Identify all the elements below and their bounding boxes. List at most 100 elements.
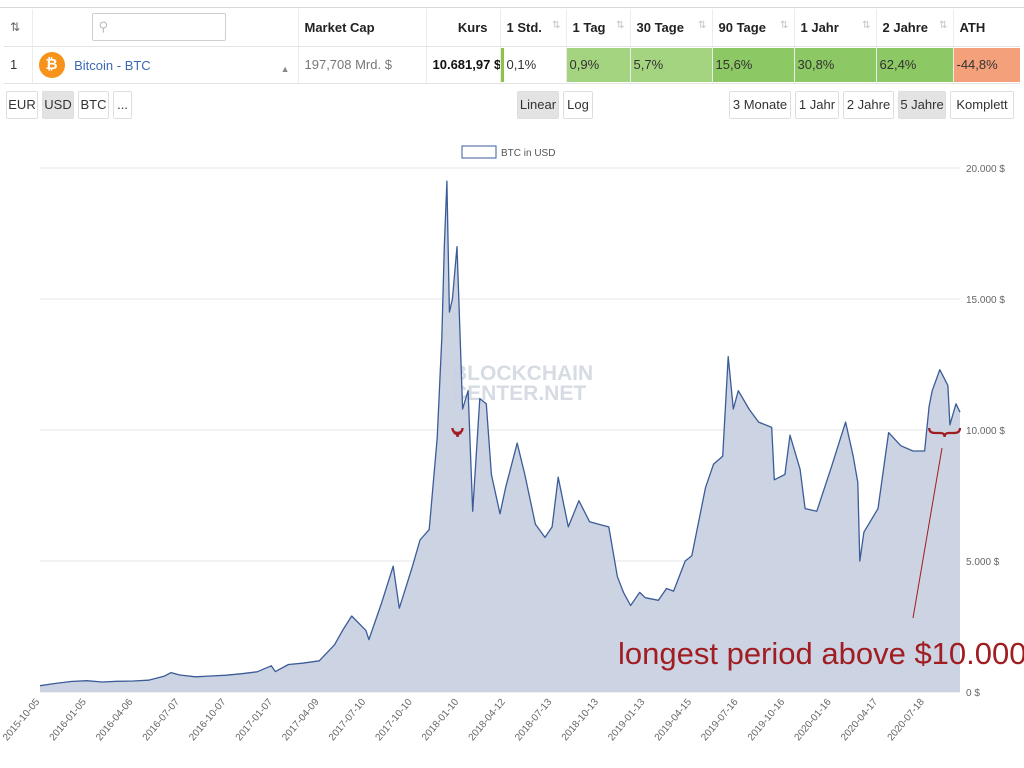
currency-more-button[interactable]: ... <box>113 91 132 119</box>
x-tick-label: 2020-07-18 <box>886 697 928 744</box>
std1-header[interactable]: 1 Std. ⇅ <box>499 9 566 47</box>
top-border <box>0 0 1024 8</box>
search-input[interactable]: ⚲ <box>91 13 226 42</box>
sort-arrows-icon[interactable]: ⇅ <box>10 20 21 34</box>
y-tick-label: 10.000 $ <box>966 426 1005 437</box>
jahre2-header[interactable]: 2 Jahre ⇅ <box>875 9 953 47</box>
jahr1-header-label: 1 Jahr <box>800 19 839 35</box>
currency-usd-button[interactable]: USD <box>42 91 74 119</box>
table-row[interactable]: 1 ₿ Bitcoin - BTC ▲ 197,708 Mrd. $ 10.68… <box>4 46 1020 84</box>
legend-label: BTC in USD <box>501 148 555 159</box>
tag1-value: 0,9% <box>567 47 630 82</box>
x-axis-ticks: 2015-10-05 2016-01-05 2016-04-06 2016-07-07… <box>1 697 927 744</box>
tag1-cell: 0,9% <box>565 46 630 84</box>
sort-arrows-icon[interactable]: ⇅ <box>698 20 707 31</box>
coin-cell[interactable]: ₿ Bitcoin - BTC ▲ <box>31 46 298 84</box>
range-3-monate-button[interactable]: 3 Monate <box>729 91 791 119</box>
sort-arrows-icon[interactable]: ⇅ <box>862 20 871 31</box>
std1-header-label: 1 Std. <box>506 19 542 35</box>
bitcoin-icon: ₿ <box>38 51 65 78</box>
chart-legend[interactable]: BTC in USD <box>461 145 555 159</box>
market-cap-header[interactable]: Market Cap <box>297 9 426 47</box>
watermark: BLOCKCHAIN CENTER.NET <box>452 362 593 405</box>
x-tick-label: 2016-10-07 <box>187 697 229 744</box>
market-cap-header-label: Market Cap <box>304 19 375 35</box>
x-tick-label: 2019-07-16 <box>699 697 741 744</box>
rank-cell: 1 <box>4 46 32 84</box>
kurs-header[interactable]: Kurs <box>425 9 500 47</box>
rank-header[interactable]: ⇅ <box>4 9 32 47</box>
coin-name-link[interactable]: Bitcoin - BTC <box>74 57 151 73</box>
annotation-arrow <box>912 447 943 619</box>
range-komplett-button[interactable]: Komplett <box>950 91 1014 119</box>
x-tick-label: 2016-04-06 <box>94 697 136 744</box>
sort-arrows-icon[interactable]: ⇅ <box>780 20 789 31</box>
x-tick-label: 2020-04-17 <box>839 697 881 744</box>
tag1-header[interactable]: 1 Tag ⇅ <box>565 9 630 47</box>
range-2-jahre-button[interactable]: 2 Jahre <box>843 91 894 119</box>
scale-log-button[interactable]: Log <box>563 91 593 119</box>
y-tick-label: 5.000 $ <box>966 557 1000 568</box>
search-icon: ⚲ <box>98 19 109 35</box>
x-tick-label: 2018-07-13 <box>513 697 555 744</box>
x-tick-label: 2015-10-05 <box>1 697 43 744</box>
kurs-cell: 10.681,97 $ <box>425 46 500 84</box>
series-line <box>39 180 961 687</box>
x-tick-label: 2018-01-10 <box>420 697 462 744</box>
y-tick-label: 0 $ <box>966 688 980 699</box>
currency-btc-button[interactable]: BTC <box>78 91 109 119</box>
y-tick-label: 15.000 $ <box>966 295 1005 306</box>
x-tick-label: 2019-01-13 <box>606 697 648 744</box>
x-tick-label: 2016-07-07 <box>141 697 183 744</box>
legend-swatch <box>461 145 497 159</box>
tage90-cell: 15,6% <box>711 46 794 84</box>
highlight-brackets <box>451 427 962 438</box>
x-tick-label: 2019-10-16 <box>746 697 788 744</box>
jahre2-value: 62,4% <box>877 47 953 82</box>
y-tick-label: 20.000 $ <box>966 164 1005 175</box>
tage30-header[interactable]: 30 Tage ⇅ <box>629 9 712 47</box>
highlight-bracket <box>928 427 962 438</box>
ath-value: -44,8% <box>954 47 1020 82</box>
x-tick-label: 2017-10-10 <box>373 697 415 744</box>
market-cap-cell: 197,708 Mrd. $ <box>297 46 426 84</box>
search-header: ⚲ <box>31 9 298 47</box>
jahr1-value: 30,8% <box>795 47 876 82</box>
sort-arrows-icon[interactable]: ⇅ <box>616 20 625 31</box>
tage90-value: 15,6% <box>713 47 794 82</box>
range-1-jahr-button[interactable]: 1 Jahr <box>795 91 839 119</box>
sort-arrows-icon[interactable]: ⇅ <box>552 20 561 31</box>
tage30-cell: 5,7% <box>629 46 712 84</box>
kurs-header-label: Kurs <box>457 19 488 35</box>
scale-linear-button[interactable]: Linear <box>517 91 559 119</box>
x-tick-label: 2017-01-07 <box>234 697 276 744</box>
sort-arrows-icon[interactable]: ⇅ <box>939 20 948 31</box>
currency-eur-button[interactable]: EUR <box>6 91 38 119</box>
highlight-bracket <box>451 427 464 438</box>
watermark-line-2: CENTER.NET <box>452 382 586 405</box>
caret-up-icon: ▲ <box>280 63 290 74</box>
x-tick-label: 2017-04-09 <box>280 697 322 744</box>
ath-cell: -44,8% <box>952 46 1020 84</box>
coin-table: ⇅ ⚲ Market Cap Kurs 1 Std. ⇅ 1 Tag ⇅ 30 Ta… <box>4 9 1020 84</box>
tage90-header[interactable]: 90 Tage ⇅ <box>711 9 794 47</box>
tage30-header-label: 30 Tage <box>636 19 684 35</box>
x-tick-label: 2017-07-10 <box>327 697 369 744</box>
x-tick-label: 2016-01-05 <box>48 697 90 744</box>
tage30-value: 5,7% <box>631 47 712 82</box>
jahr1-header[interactable]: 1 Jahr ⇅ <box>793 9 876 47</box>
ath-header-label: ATH <box>959 19 986 35</box>
jahre2-cell: 62,4% <box>875 46 953 84</box>
tage90-header-label: 90 Tage <box>718 19 766 35</box>
x-tick-label: 2018-10-13 <box>560 697 602 744</box>
jahr1-cell: 30,8% <box>793 46 876 84</box>
std1-cell: 0,1% <box>499 46 566 84</box>
jahre2-header-label: 2 Jahre <box>882 19 929 35</box>
series-area <box>40 181 960 692</box>
annotation-text: longest period above $10.000 <box>618 636 1024 671</box>
tag1-header-label: 1 Tag <box>572 19 606 35</box>
ath-header[interactable]: ATH <box>952 9 1020 47</box>
x-tick-label: 2018-04-12 <box>467 697 509 744</box>
x-tick-label: 2019-04-15 <box>653 697 695 744</box>
range-5-jahre-button[interactable]: 5 Jahre <box>898 91 946 119</box>
